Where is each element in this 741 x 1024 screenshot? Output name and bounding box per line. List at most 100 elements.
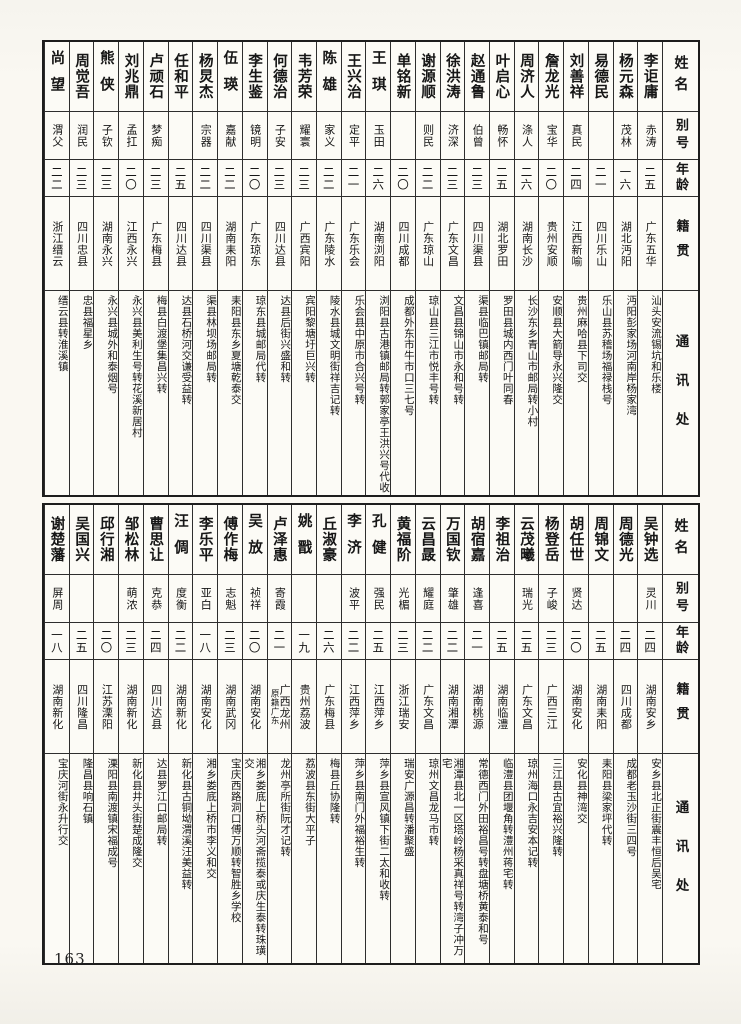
alias-cell-text: 镜明: [248, 123, 262, 148]
age-cell: 二六: [316, 623, 341, 660]
alias-cell-text: 萌浓: [125, 586, 139, 611]
entry-column: 吴钟选 灵川 二四 湖南安乡 安乡县北正街震丰恒后吴宅: [637, 505, 662, 963]
name-cell-text: 云昌晸: [419, 516, 437, 563]
alias-cell-text: 真民: [569, 123, 583, 148]
age-cell-text: 二五: [494, 628, 509, 654]
age-cell: 二〇: [539, 160, 564, 197]
address-cell: 贵州麻哈县下司交: [575, 295, 588, 383]
alias-cell: 贤达: [564, 575, 588, 623]
age-cell: 二二: [440, 623, 465, 660]
native-cell: 四川乐山: [588, 197, 613, 291]
name-cell: 卢泽惠: [267, 505, 292, 575]
age-cell-text: 二一: [272, 628, 287, 654]
address-cell: 永兴县城外和泰烟号: [106, 295, 119, 394]
age-cell-text: 二五: [173, 165, 188, 191]
native-cell-text: 广东梅县: [322, 683, 336, 730]
native-cell: 广东琼东: [242, 197, 267, 291]
header-address: 通讯处: [663, 291, 698, 495]
age-cell-text: 二〇: [395, 165, 410, 191]
native-cell-text: 广西龙州: [278, 683, 292, 730]
age-cell: 二三: [465, 160, 489, 197]
name-cell-text: 韦芳荣: [295, 53, 313, 100]
age-cell-text: 二三: [297, 165, 312, 191]
native-cell: 浙江缙云: [45, 197, 69, 291]
alias-cell: 嘉献: [218, 112, 242, 160]
directory-table-bottom: 姓名 别号 年龄 籍贯 通讯处 吴钟选 灵川 二四 湖南安乡 安乡县北正街震丰恒后吴宅 周德光 二四四…: [42, 503, 700, 965]
native-cell: 四川达县: [267, 197, 292, 291]
name-cell-text: 卢顽石: [147, 53, 165, 100]
name-cell-text: 丘淑豪: [320, 516, 338, 563]
address-cell: 湘乡娄底上桥头河斋揽泰或庆生泰转珠璜交: [243, 758, 267, 956]
alias-cell-text: 孟扛: [125, 123, 139, 148]
age-cell: 二六: [514, 160, 539, 197]
address-cell: 乐会县中原市合兴号转: [353, 295, 366, 405]
alias-cell-text: 屏周: [50, 586, 64, 611]
native-cell: 湖南武冈: [218, 660, 242, 754]
age-cell-text: 二三: [99, 165, 114, 191]
entry-column: 任和平 二五 四川达县 达县石桥河交谦受益转: [167, 42, 193, 495]
age-cell-text: 二三: [74, 165, 89, 191]
age-cell-text: 二三: [395, 628, 410, 654]
name-cell: 王琪: [366, 42, 391, 112]
address-cell: 新化县古铜坳渭溪汪美益转: [180, 758, 193, 890]
name-cell: 李讵庸: [638, 42, 662, 112]
native-cell: 江西新喻: [564, 197, 588, 291]
header-name: 姓名: [663, 505, 698, 575]
entry-column: 周济人 涤人 二六 湖南长沙 长沙东乡青山市邮局转小村: [513, 42, 539, 495]
age-cell-text: 二〇: [124, 165, 139, 191]
name-cell: 姚戬: [292, 505, 316, 575]
native-cell-text: 江西萍乡: [372, 683, 386, 730]
entry-column: 卢顽石 梦痴 二三 广东梅县 梅县白渡堡集昌兴转: [142, 42, 168, 495]
native-cell: 四川忠县: [69, 197, 94, 291]
native-cell-text: 广东陵水: [322, 220, 336, 267]
address-cell: 长沙东乡青山市邮局转小村: [526, 295, 539, 427]
age-cell-text: 二五: [643, 165, 658, 191]
native-cell-text: 湖南安化: [248, 683, 262, 730]
native-cell-text: 四川忠县: [75, 220, 89, 267]
entry-column: 吴放 祯祥 二〇 湖南安化 湘乡娄底上桥头河斋揽泰或庆生泰转珠璜交: [241, 505, 267, 963]
native-cell-text: 湖南安化: [199, 683, 213, 730]
alias-cell-text: 家义: [322, 123, 336, 148]
header-native: 籍贯: [663, 660, 698, 754]
alias-cell-text: 灵川: [644, 586, 658, 611]
alias-cell: 济深: [440, 112, 465, 160]
entry-column: 易德民 二一 四川乐山 乐山县苏稽场福禄栈号: [587, 42, 613, 495]
alias-cell-text: 耀寰: [298, 123, 312, 148]
name-cell-text: 徐洪涛: [443, 53, 461, 100]
alias-cell: 波平: [341, 575, 366, 623]
name-cell: 杨炅杰: [193, 42, 218, 112]
name-cell-text: 任和平: [171, 53, 189, 100]
alias-cell: 子钦: [94, 112, 119, 160]
native-cell-text: 湖南耒阳: [223, 220, 237, 267]
entry-column: 孔健 强民 二五 江西萍乡 萍乡县宣风镇下街二太和收转: [365, 505, 391, 963]
alias-cell-text: 子峻: [545, 586, 559, 611]
alias-cell: 度衡: [168, 575, 193, 623]
name-cell-text: 李讵庸: [641, 53, 659, 100]
native-cell-text: 浙江缙云: [50, 220, 64, 267]
address-cell: 沔阳彭家场河南岸杨家湾: [625, 295, 638, 416]
name-cell: 周德光: [613, 505, 638, 575]
entry-column: 吴国兴 二五 四川隆昌 隆昌县响石镇: [68, 505, 94, 963]
alias-cell: [292, 575, 316, 623]
age-cell-text: 二五: [371, 628, 386, 654]
age-cell: 二三: [440, 160, 465, 197]
name-cell: 谢楚藩: [45, 505, 69, 575]
age-cell: 一九: [292, 623, 316, 660]
name-cell: 刘兆鼎: [119, 42, 143, 112]
alias-cell: 则民: [415, 112, 440, 160]
age-cell-text: 二三: [544, 628, 559, 654]
name-cell: 黄福阶: [391, 505, 415, 575]
native-cell-text: 四川成都: [396, 220, 410, 267]
name-cell: 卢顽石: [143, 42, 168, 112]
age-cell: 二三: [119, 623, 143, 660]
native-cell-text: 湖南新化: [125, 683, 139, 730]
native-cell: 湖南安乡: [638, 660, 662, 754]
entry-column: 何德治 子安 二三 四川达县 达县后街兴盛和转: [266, 42, 292, 495]
address-cell: 萍乡县宣风镇下街二太和收转: [378, 758, 391, 901]
address-cell: 梅县丘协隆转: [328, 758, 341, 824]
address-cell: 永兴县美利生号转花溪新居村: [130, 295, 143, 438]
age-cell: 二一: [465, 623, 489, 660]
name-cell-text: 谢源顺: [419, 53, 437, 100]
alias-cell: 子峻: [539, 575, 564, 623]
age-cell-text: 二二: [173, 628, 188, 654]
